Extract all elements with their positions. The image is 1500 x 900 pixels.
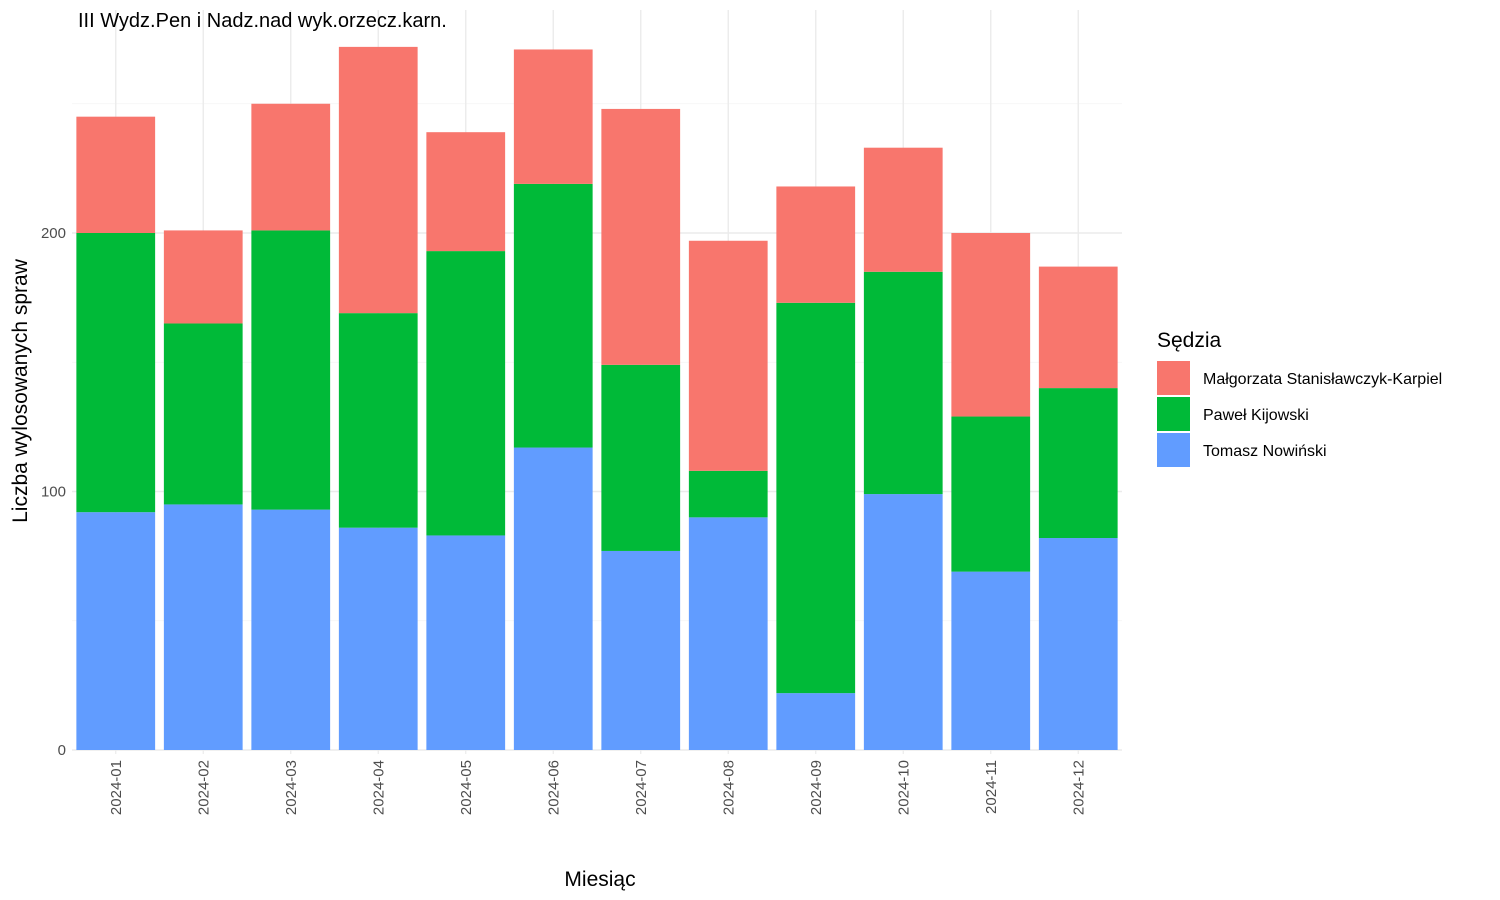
bar-segment [338,46,418,314]
bar-segment [426,535,506,750]
bar-segment [426,132,506,252]
bar-segment [76,233,156,513]
x-tick-label: 2024-05 [458,760,475,815]
bar-segment [1038,266,1118,389]
bar-segment [251,230,331,510]
bar-segment [513,183,593,448]
bar-segment [688,517,768,750]
bar-segment [601,550,681,750]
y-tick-label: 200 [41,225,66,242]
legend-label: Tomasz Nowiński [1203,443,1327,460]
x-tick-label: 2024-06 [545,760,562,815]
bar-segment [688,470,768,518]
bar-segment [951,416,1031,572]
x-tick-label: 2024-01 [108,760,125,815]
legend-key [1157,433,1190,467]
x-tick-label: 2024-10 [895,760,912,815]
y-axis-title: Liczba wylosowanych spraw [9,258,32,523]
bar-segment [76,116,156,233]
bar-segment [426,251,506,536]
bar-segment [76,512,156,750]
bar-segment [1038,388,1118,539]
bar-segment [951,233,1031,417]
legend-label: Paweł Kijowski [1203,407,1309,424]
bar-segment [1038,538,1118,750]
x-tick-label: 2024-04 [370,760,387,815]
bar-segment [163,230,243,324]
x-axis-title: Miesiąc [564,868,635,891]
y-tick-label: 0 [58,742,66,759]
bar-segment [513,447,593,750]
x-axis-ticks: 2024-01 2024-02 2024-03 2024-04 2024-05 2024-… [108,750,1087,815]
bar-segment [163,323,243,505]
bar-segment [776,302,856,694]
legend: Sędzia Małgorzata Stanisławczyk-Karpiel P… [1157,329,1442,467]
y-tick-label: 100 [41,484,66,501]
bar-segment [251,103,331,231]
bar-segment [951,571,1031,750]
y-axis-ticks: 0 100 200 [41,225,66,759]
legend-title: Sędzia [1157,329,1222,352]
x-tick-label: 2024-03 [283,760,300,815]
bar-segment [513,49,593,184]
x-tick-label: 2024-12 [1070,760,1087,815]
x-tick-label: 2024-08 [720,760,737,815]
x-tick-label: 2024-09 [808,760,825,815]
bar-segment [338,527,418,750]
bar-segment [601,364,681,551]
bar-segment [863,271,943,495]
bars [76,46,1118,750]
chart-title: III Wydz.Pen i Nadz.nad wyk.orzecz.karn. [78,10,447,32]
bar-segment [776,693,856,750]
bar-segment [601,108,681,365]
bar-segment [338,313,418,528]
legend-key [1157,397,1190,431]
legend-label: Małgorzata Stanisławczyk-Karpiel [1203,371,1442,388]
x-tick-label: 2024-11 [983,760,1000,814]
legend-key [1157,361,1190,395]
bar-segment [776,186,856,303]
bar-segment [251,509,331,750]
bar-segment [163,504,243,750]
bar-segment [863,147,943,272]
bar-segment [688,240,768,471]
x-tick-label: 2024-02 [195,760,212,815]
bar-segment [863,494,943,750]
x-tick-label: 2024-07 [633,760,650,815]
